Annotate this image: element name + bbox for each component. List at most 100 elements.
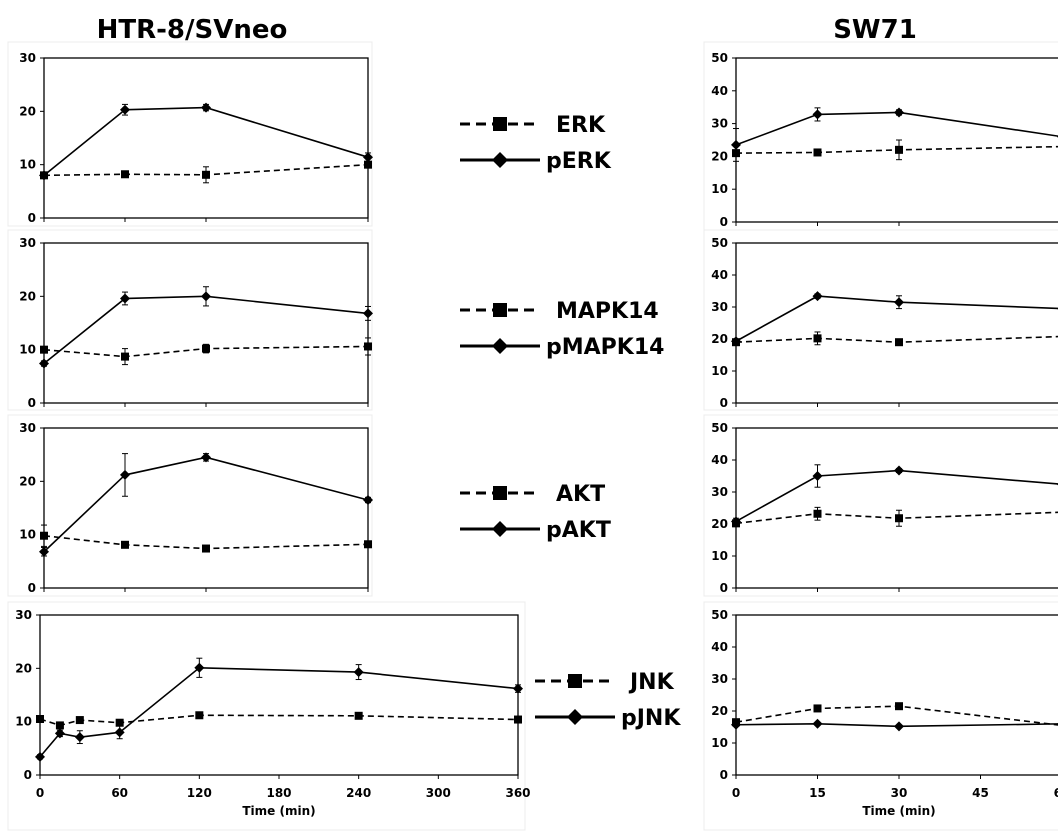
y-tick-label: 30: [711, 300, 728, 314]
left-column-title: HTR-8/SVneo: [97, 15, 288, 45]
legend-label-solid: pAKT: [546, 518, 611, 543]
y-tick-label: 0: [24, 768, 32, 782]
data-point: [35, 751, 45, 762]
legend-label-dashed: JNK: [628, 670, 675, 695]
chart-panel-7: 0 10 20 30 40 50 0 15 30 45 60 Time (min): [703, 601, 1058, 831]
x-tick-label: 360: [505, 786, 530, 800]
y-tick-label: 50: [711, 608, 728, 622]
series-AKT: [40, 524, 372, 553]
series-pAKT: [731, 464, 1058, 527]
x-tick-label: 30: [891, 786, 908, 800]
data-point: [202, 170, 210, 179]
series-ERK: [40, 160, 372, 184]
data-point: [731, 139, 741, 150]
series-line: [39, 714, 519, 727]
legend-diamond-marker: [492, 152, 508, 168]
data-point: [364, 342, 372, 351]
legend-0: ERK pERK: [460, 113, 612, 174]
data-point: [39, 170, 49, 181]
legend-label-dashed: AKT: [556, 482, 605, 507]
plot-area: [39, 614, 519, 776]
data-point: [812, 109, 823, 120]
x-tick-label: 180: [266, 786, 291, 800]
data-point: [120, 104, 130, 115]
data-point: [895, 514, 903, 523]
data-point: [201, 102, 211, 113]
data-point: [36, 715, 44, 723]
y-tick-label: 10: [19, 343, 36, 357]
data-point: [353, 667, 364, 678]
data-point: [40, 531, 48, 540]
x-tick-label: 60: [111, 786, 128, 800]
y-tick-label: 0: [720, 581, 728, 595]
series-line: [735, 335, 1058, 344]
data-point: [513, 683, 523, 694]
data-point: [115, 718, 124, 727]
y-tick-label: 40: [711, 84, 728, 98]
y-tick-label: 30: [19, 51, 36, 65]
plot-area: [735, 614, 1058, 776]
data-point: [813, 704, 822, 713]
data-point: [354, 711, 363, 720]
y-tick-label: 20: [15, 661, 32, 675]
y-tick-label: 40: [711, 453, 728, 467]
y-tick-label: 0: [28, 396, 36, 410]
panel-frame: [7, 601, 526, 831]
plot-area: [735, 427, 1058, 589]
panel-frame: [7, 414, 373, 597]
series-line: [43, 345, 369, 358]
x-tick-label: 15: [809, 786, 826, 800]
chart-panel-0: 0 10 20 30: [7, 41, 373, 227]
legend-label-solid: pMAPK14: [546, 335, 664, 360]
chart-panel-5: 0 10 20 30 40 50: [703, 229, 1058, 411]
series-line: [43, 295, 369, 365]
y-tick-label: 40: [711, 640, 728, 654]
legend-square-marker: [568, 674, 582, 688]
series-line: [43, 456, 369, 553]
data-point: [813, 334, 822, 343]
data-point: [54, 728, 65, 739]
data-point: [731, 516, 741, 527]
legend-3: JNK pJNK: [535, 670, 681, 731]
series-line: [735, 722, 1058, 728]
data-point: [39, 546, 49, 557]
data-point: [39, 358, 49, 369]
series-line: [735, 511, 1058, 525]
chart-panel-2: 0 10 20 30: [7, 414, 373, 597]
data-point: [363, 495, 373, 505]
y-tick-label: 10: [19, 158, 36, 172]
series-MAPK14: [732, 331, 1058, 347]
panel-frame: [703, 41, 1058, 231]
series-JNK: [36, 711, 522, 730]
data-point: [894, 107, 904, 118]
data-point: [55, 721, 64, 730]
y-tick-label: 10: [711, 364, 728, 378]
y-tick-label: 30: [19, 236, 36, 250]
y-tick-label: 30: [19, 421, 36, 435]
data-point: [813, 148, 822, 157]
data-point: [120, 293, 130, 304]
y-tick-label: 0: [720, 396, 728, 410]
y-tick-label: 10: [19, 528, 36, 542]
series-line: [735, 705, 1058, 726]
legend-diamond-marker: [567, 709, 583, 725]
y-tick-label: 50: [711, 51, 728, 65]
panel-frame: [703, 229, 1058, 411]
series-pERK: [731, 107, 1058, 162]
y-tick-label: 0: [720, 768, 728, 782]
y-tick-label: 20: [711, 704, 728, 718]
plot-area: [43, 427, 369, 589]
legend-diamond-marker: [492, 338, 508, 354]
data-point: [812, 718, 823, 729]
legend-label-dashed: MAPK14: [556, 299, 659, 324]
plot-area: [43, 57, 369, 219]
series-ERK: [732, 139, 1058, 161]
y-tick-label: 20: [711, 517, 728, 531]
plot-area: [735, 242, 1058, 404]
chart-panel-1: 0 10 20 30: [7, 229, 373, 411]
x-tick-label: 45: [972, 786, 989, 800]
series-pJNK: [35, 657, 523, 762]
chart-panel-4: 0 10 20 30 40 50: [703, 41, 1058, 231]
